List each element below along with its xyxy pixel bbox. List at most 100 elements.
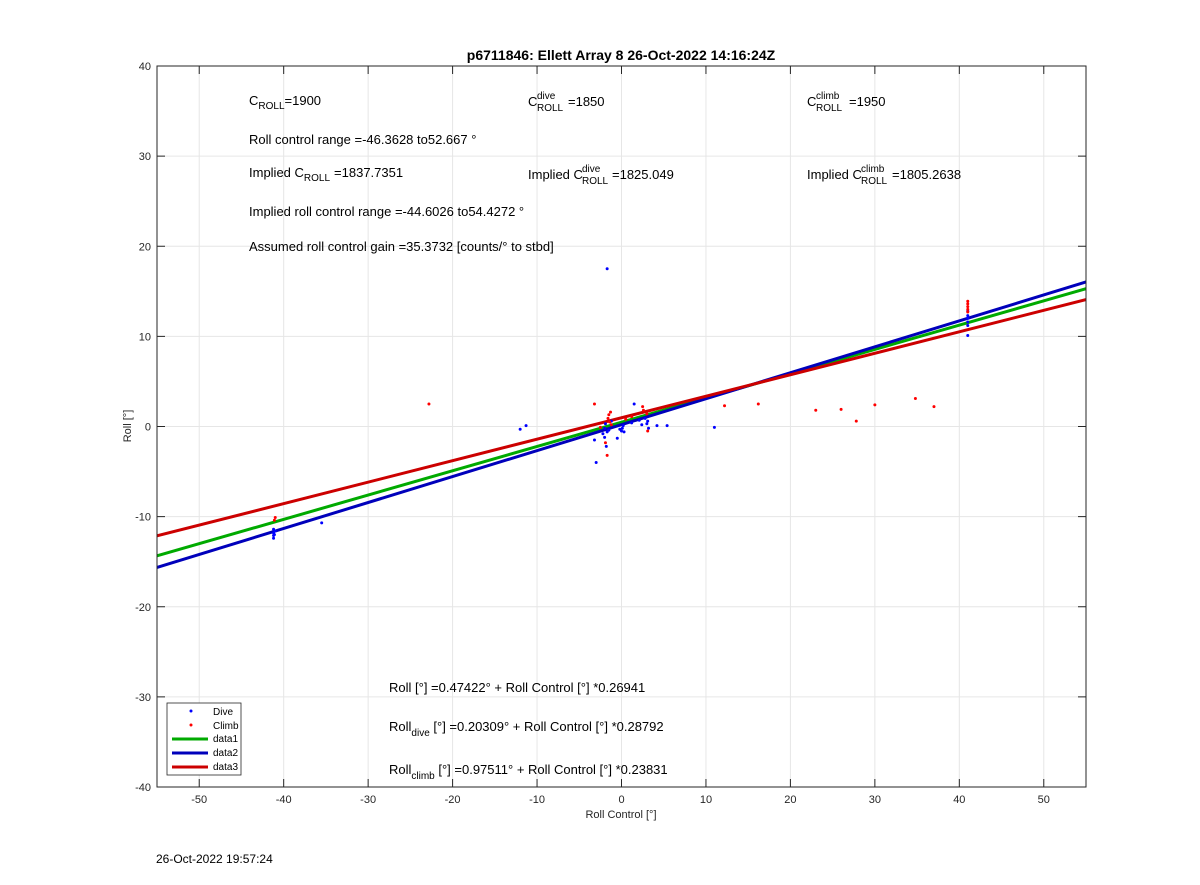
- point-climb: [814, 408, 818, 412]
- legend-label-data1: data1: [213, 734, 238, 745]
- point-climb: [427, 402, 431, 406]
- x-tick-label: 10: [700, 794, 712, 806]
- annotation-fit-dive: Rolldive [°] =0.20309° + Roll Control [°…: [389, 719, 664, 739]
- point-dive: [966, 320, 970, 324]
- point-climb: [966, 307, 970, 311]
- annotation-c-roll-climb-sup: climb: [816, 91, 840, 102]
- x-tick-label: 30: [869, 794, 881, 806]
- point-climb: [606, 416, 610, 420]
- x-axis-label: Roll Control [°]: [585, 809, 656, 821]
- point-dive: [601, 432, 605, 436]
- point-dive: [620, 426, 624, 430]
- point-dive: [603, 426, 607, 430]
- annotation-c-roll-climb-sub: ROLL: [816, 103, 843, 114]
- point-dive: [640, 423, 644, 427]
- y-tick-label: 40: [139, 61, 151, 73]
- y-tick-label: -40: [135, 782, 151, 794]
- point-climb: [756, 402, 760, 406]
- point-climb: [645, 412, 649, 416]
- legend: Dive Climb data1 data2 data3: [166, 702, 242, 776]
- point-climb: [854, 419, 858, 423]
- fit-line-data2: [157, 280, 1086, 569]
- annotation-implied-c-roll-climb-value: =1805.2638: [892, 167, 961, 182]
- fit-line-data3: [157, 298, 1086, 538]
- x-tick-label: -20: [445, 794, 461, 806]
- point-climb: [966, 310, 970, 314]
- footer-timestamp: 26-Oct-2022 19:57:24: [156, 852, 273, 866]
- y-tick-label: -10: [135, 512, 151, 524]
- point-dive: [604, 444, 608, 448]
- point-dive: [272, 536, 276, 540]
- point-dive: [524, 424, 528, 428]
- point-dive: [966, 314, 970, 318]
- fit-line-data1: [157, 287, 1086, 558]
- point-dive: [655, 424, 659, 428]
- point-climb: [966, 305, 970, 309]
- point-climb: [609, 410, 613, 414]
- annotation-c-roll-climb-value: =1950: [849, 94, 886, 109]
- point-dive: [320, 521, 324, 525]
- annotation-c-roll-dive-sup: dive: [537, 91, 556, 102]
- point-climb: [641, 408, 645, 412]
- point-climb: [624, 417, 628, 421]
- point-climb: [603, 441, 607, 445]
- annotation-c-roll-dive-sub: ROLL: [537, 103, 564, 114]
- point-climb: [608, 420, 612, 424]
- point-climb: [630, 415, 634, 419]
- annotation-implied-range: Implied roll control range =-44.6026 to5…: [249, 204, 524, 219]
- point-climb: [641, 405, 645, 409]
- x-tick-label: 50: [1038, 794, 1050, 806]
- point-climb: [273, 516, 277, 520]
- point-dive: [592, 438, 596, 442]
- x-tick-label: -40: [276, 794, 292, 806]
- point-climb: [272, 518, 276, 522]
- point-dive: [630, 421, 634, 425]
- y-tick-label: 0: [145, 422, 151, 434]
- point-dive: [646, 419, 650, 423]
- annotation-implied-c-roll-climb-sup: climb: [861, 164, 885, 175]
- annotation-implied-c-roll-dive-sup: dive: [582, 164, 601, 175]
- point-climb: [966, 302, 970, 306]
- point-dive: [605, 267, 609, 271]
- annotation-fit-all: Roll [°] =0.47422° + Roll Control [°] *0…: [389, 680, 645, 695]
- point-dive: [615, 436, 619, 440]
- annotation-roll-control-range: Roll control range =-46.3628 to52.667 °: [249, 132, 476, 147]
- annotation-gain: Assumed roll control gain =35.3732 [coun…: [249, 239, 554, 254]
- point-climb: [592, 402, 596, 406]
- point-dive: [966, 316, 970, 320]
- annotation-implied-c-roll-climb: Implied C: [807, 167, 862, 182]
- point-climb: [932, 405, 936, 409]
- legend-marker-dive: [189, 709, 193, 713]
- point-climb: [966, 299, 970, 303]
- point-dive: [273, 529, 277, 533]
- point-climb: [723, 404, 727, 408]
- point-climb: [873, 403, 877, 407]
- point-climb: [913, 397, 917, 401]
- point-dive: [518, 427, 522, 431]
- point-climb: [646, 429, 650, 433]
- x-tick-label: 40: [953, 794, 965, 806]
- annotation-fit-climb: Rollclimb [°] =0.97511° + Roll Control […: [389, 762, 668, 782]
- point-dive: [643, 416, 647, 420]
- point-dive: [966, 333, 970, 337]
- point-climb: [598, 425, 602, 429]
- point-dive: [632, 402, 636, 406]
- annotation-implied-c-roll: Implied CROLL =1837.7351: [249, 165, 403, 184]
- point-dive: [665, 424, 669, 428]
- point-climb: [609, 423, 613, 427]
- point-dive: [621, 424, 625, 428]
- y-tick-label: -30: [135, 692, 151, 704]
- annotation-c-roll-dive-value: =1850: [568, 94, 605, 109]
- legend-label-climb: Climb: [213, 721, 239, 732]
- point-dive: [712, 425, 716, 429]
- y-axis-label: Roll [°]: [122, 410, 134, 443]
- fit-lines: [157, 280, 1086, 569]
- legend-label-data2: data2: [213, 748, 238, 759]
- point-dive: [620, 429, 623, 433]
- point-climb: [605, 453, 609, 457]
- point-dive: [603, 422, 607, 426]
- x-tick-label: 20: [784, 794, 796, 806]
- point-dive: [637, 418, 641, 422]
- annotation-c-roll-climb: C: [807, 94, 816, 109]
